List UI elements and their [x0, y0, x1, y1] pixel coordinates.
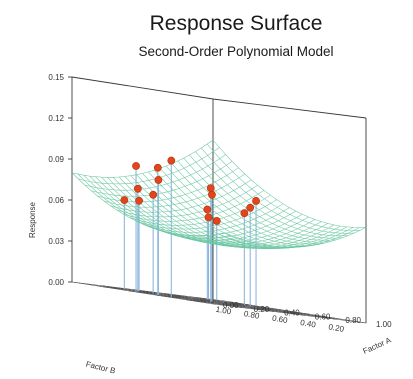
surface-mesh-line — [148, 171, 302, 249]
data-point — [149, 190, 158, 199]
surface-mesh-line — [212, 139, 367, 228]
z-tick-label: 0.12 — [48, 114, 64, 123]
factor-a-tick-label: 0.00 — [223, 301, 239, 310]
surface-mesh-line — [71, 139, 214, 178]
data-point — [154, 176, 163, 184]
data-point — [246, 203, 255, 212]
surface-mesh-line — [124, 176, 278, 249]
surface-mesh-line — [201, 147, 355, 234]
data-point — [135, 196, 143, 205]
surface-mesh-line — [189, 154, 343, 239]
data-point — [153, 163, 162, 172]
surface-mesh-line — [154, 170, 308, 248]
data-point — [204, 213, 213, 222]
chart-title: Response Surface — [150, 12, 323, 35]
surface-mesh-line — [78, 147, 220, 185]
factor-b-tick-label: 0.80 — [243, 309, 260, 321]
y-axis-label: Factor A — [362, 335, 393, 356]
z-axis-ticks: 0.00 0.03 0.06 0.09 0.12 0.15 — [48, 73, 72, 287]
data-point — [132, 162, 140, 170]
surface-mesh-line — [177, 160, 331, 243]
floor-line-a — [224, 300, 367, 324]
z-tick-label: 0.00 — [48, 278, 64, 287]
z-axis-label: Response — [28, 201, 37, 238]
wall-top-right — [212, 98, 367, 119]
factor-b-tick-label: 0.40 — [300, 318, 317, 330]
data-point — [208, 190, 216, 199]
factor-b-ticks: 0.200.400.600.801.00 — [215, 305, 345, 334]
data-point — [203, 205, 212, 214]
data-point — [252, 197, 260, 205]
x-axis-label: Factor B — [85, 360, 117, 376]
z-tick-label: 0.09 — [48, 155, 64, 164]
surface-mesh-line — [118, 176, 273, 249]
data-point — [206, 184, 215, 193]
surface-mesh-line — [159, 168, 314, 247]
z-tick-label: 0.06 — [48, 196, 64, 205]
factor-a-tick-label: 0.40 — [284, 309, 300, 318]
factor-a-tick-label: 0.20 — [254, 305, 270, 314]
design-points — [120, 156, 260, 225]
factor-a-tick-label: 0.60 — [315, 312, 331, 321]
surface-mesh — [71, 139, 367, 249]
surface-mesh-line — [165, 165, 320, 246]
chart-subtitle: Second-Order Polynomial Model — [138, 44, 333, 59]
floor-line-b — [100, 286, 254, 306]
surface-mesh-line — [71, 172, 226, 237]
surface-mesh-line — [89, 175, 243, 243]
surface-mesh-line — [171, 163, 325, 244]
factor-a-tick-label: 1.00 — [376, 320, 392, 329]
surface-mesh-line — [206, 143, 361, 231]
floor-line-b — [71, 281, 226, 302]
z-tick-label: 0.15 — [48, 73, 64, 82]
data-point — [240, 209, 249, 218]
surface-mesh-line — [142, 173, 296, 249]
factor-a-tick-label: 0.80 — [345, 316, 361, 325]
wall-top-left — [71, 76, 214, 100]
factor-b-tick-label: 0.20 — [328, 322, 345, 334]
surface-mesh-line — [84, 154, 226, 191]
data-point — [120, 196, 129, 205]
data-point — [167, 156, 176, 165]
surface-mesh-line — [83, 175, 237, 241]
factor-b-tick-label: 0.60 — [271, 314, 288, 326]
back-walls — [71, 76, 367, 323]
data-point — [133, 184, 142, 193]
surface-mesh-line — [107, 177, 261, 247]
z-tick-label: 0.03 — [48, 237, 64, 246]
surface-mesh-line — [195, 151, 349, 237]
data-point — [212, 217, 221, 225]
factor-a-ticks: 0.00 0.20 0.40 0.60 0.80 1.00 — [223, 301, 392, 329]
factor-b-tick-label: 1.00 — [215, 305, 232, 317]
